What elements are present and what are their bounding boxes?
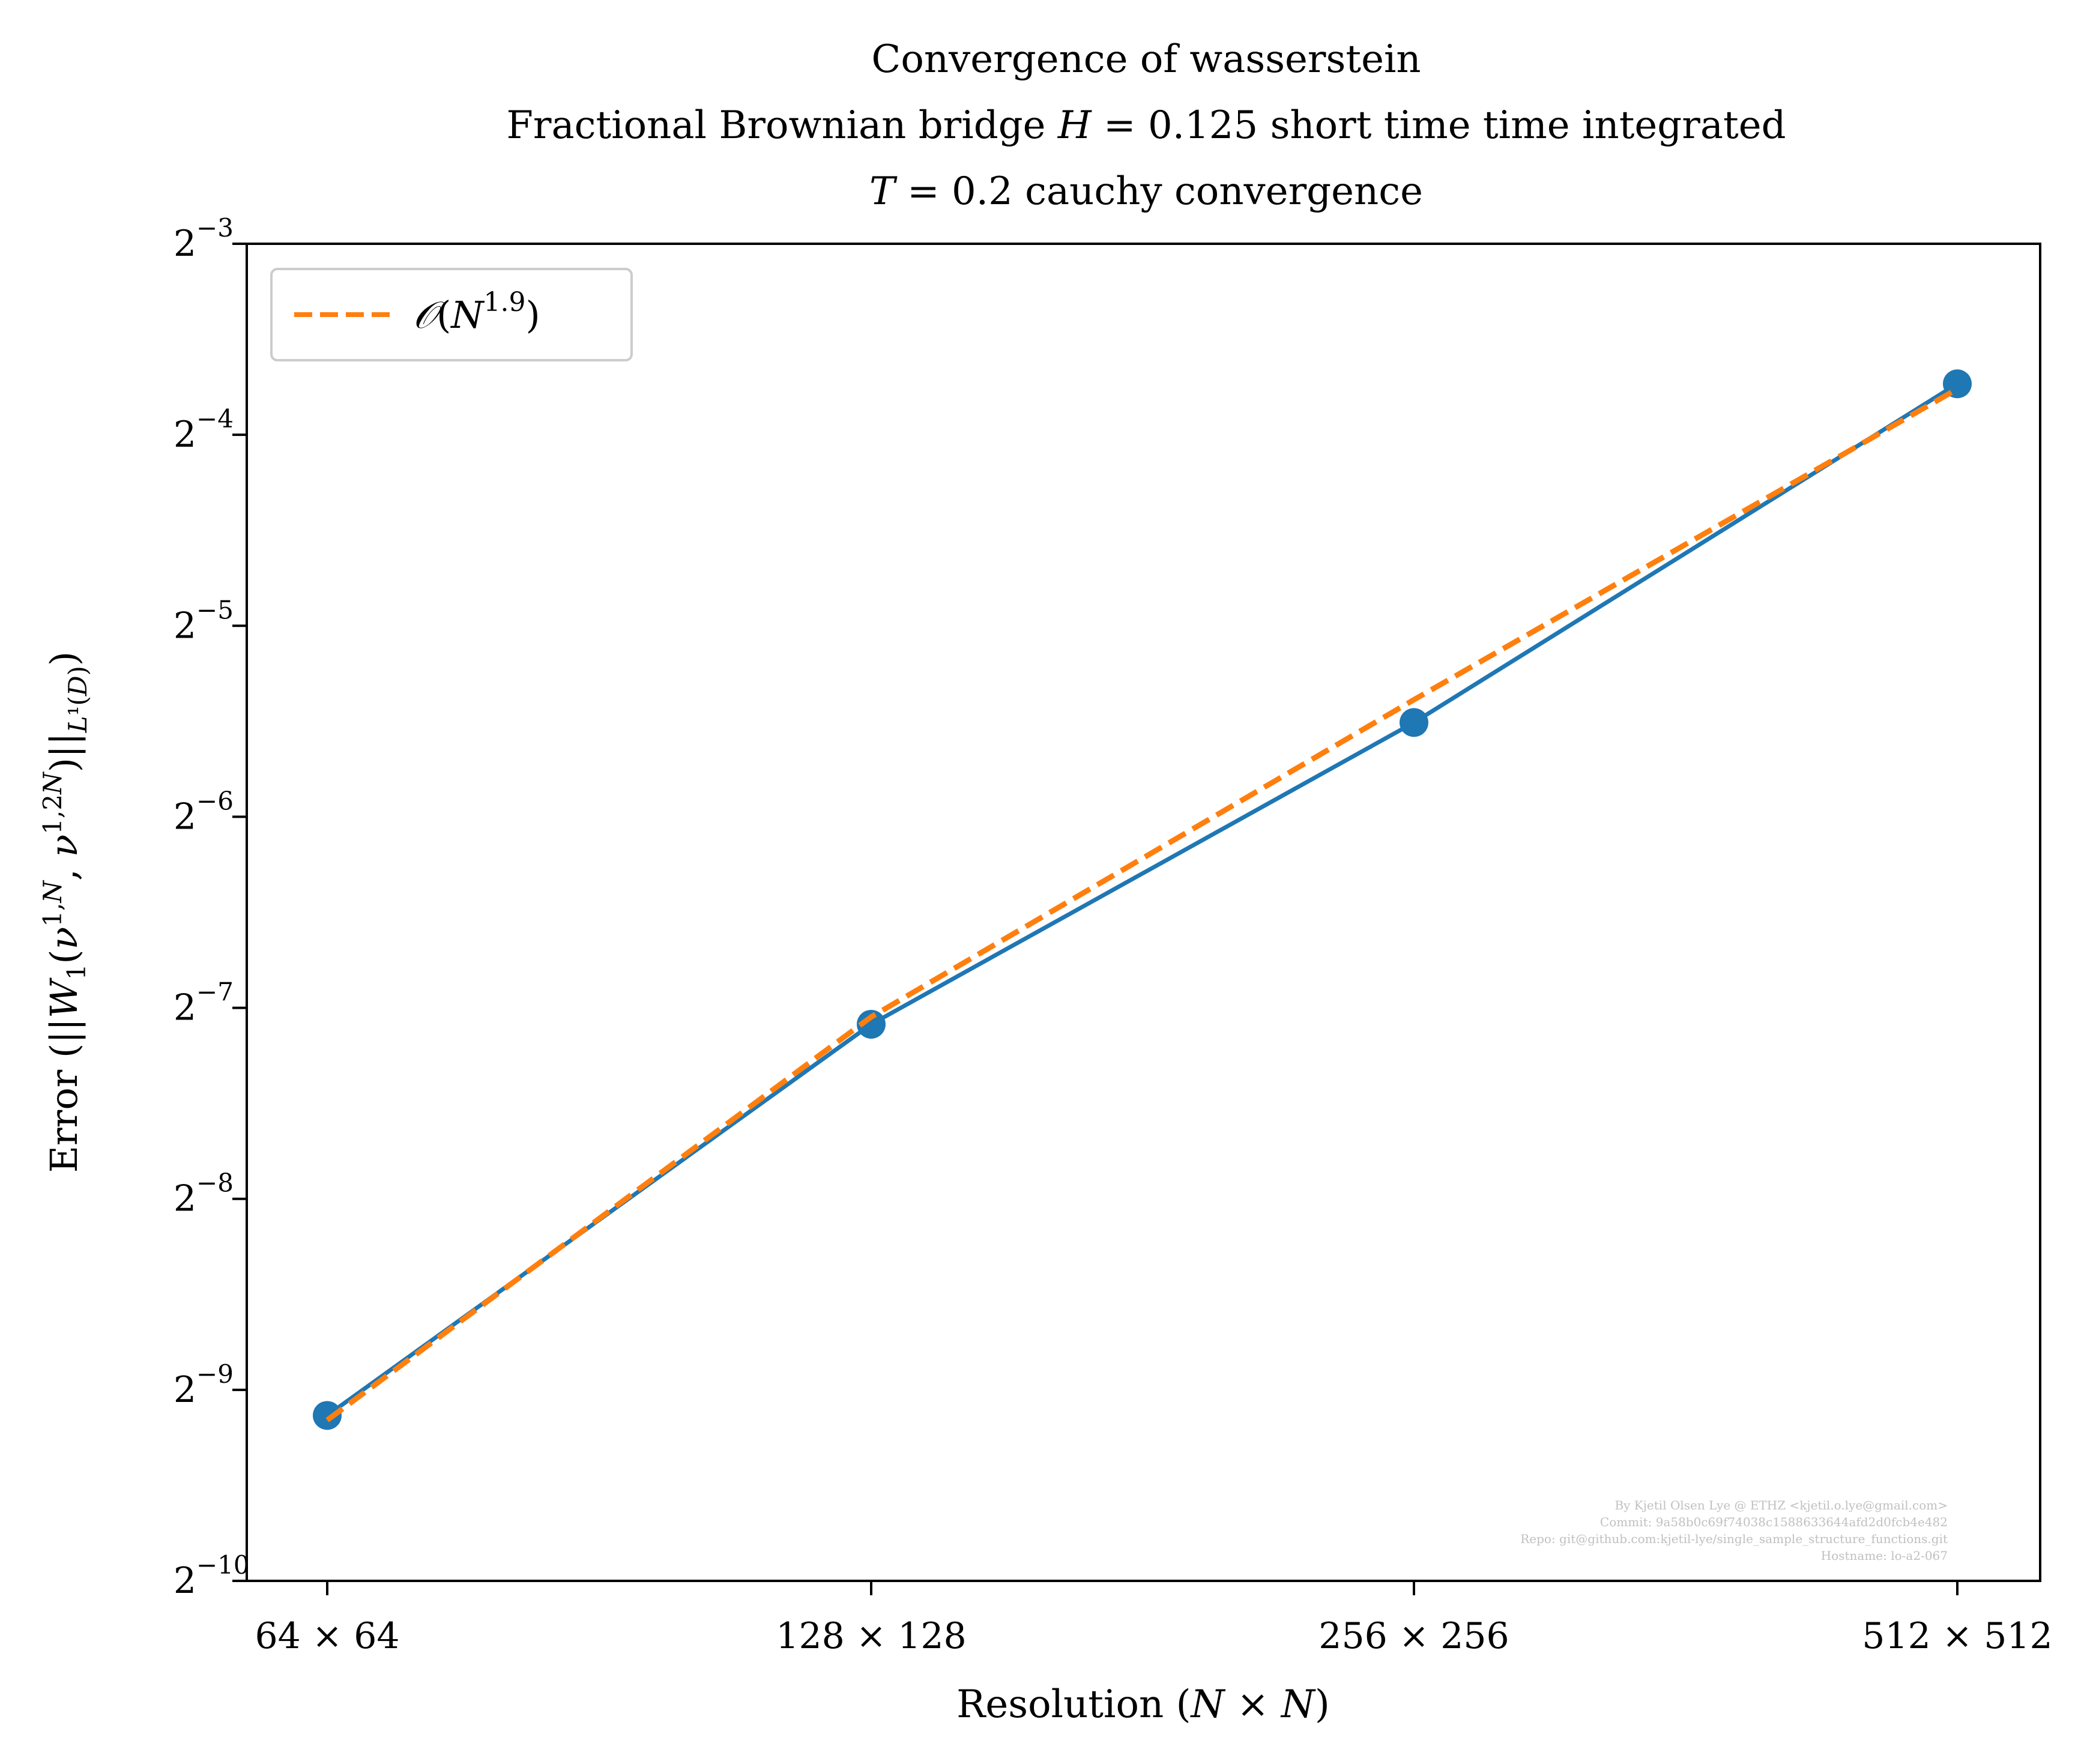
chart-title-line-2: Fractional Brownian bridge H = 0.125 sho…: [506, 103, 1786, 148]
y-tick-label: 2: [174, 414, 196, 456]
y-tick-label: 2: [174, 223, 196, 265]
y-tick-exponent: −8: [196, 1168, 234, 1198]
data-point: [857, 1009, 886, 1039]
reference-line: [325, 386, 1959, 1422]
y-axis-ticks: 2 −32 −42 −52 −62 −72 −82 −92 −10: [174, 213, 250, 1602]
watermark-line-2: Commit: 9a58b0c69f74038c1588633644afd2d0…: [1600, 1515, 1948, 1529]
error-line: [325, 382, 1959, 1418]
plot-area: [246, 243, 2041, 1582]
data-point: [1400, 708, 1428, 737]
legend-box: [270, 268, 633, 361]
series-layer: [313, 369, 1972, 1430]
legend: 𝒪(N1.9): [270, 268, 633, 361]
y-tick-label: 2: [174, 1369, 196, 1411]
y-tick-label: 2: [174, 796, 196, 838]
chart-title: Convergence of wasserstein Fractional Br…: [506, 37, 1786, 214]
x-tick-label: 256 × 256: [1318, 1615, 1509, 1657]
x-tick-label: 64 × 64: [255, 1615, 399, 1657]
x-axis-ticks: 64 × 64 128 × 128 256 × 256 512 × 512: [255, 1581, 2053, 1657]
x-tick-label: 512 × 512: [1862, 1615, 2052, 1657]
y-tick-exponent: −6: [196, 786, 234, 815]
watermark-line-1: By Kjetil Olsen Lye @ ETHZ <kjetil.o.lye…: [1614, 1498, 1948, 1512]
legend-entry-label: 𝒪(N1.9): [413, 287, 540, 337]
y-tick-exponent: −7: [196, 977, 234, 1007]
y-tick-exponent: −9: [196, 1359, 234, 1389]
watermark-line-4: Hostname: lo-a2-067: [1821, 1548, 1948, 1563]
data-point: [313, 1401, 342, 1430]
watermark: By Kjetil Olsen Lye @ ETHZ <kjetil.o.lye…: [1520, 1498, 1948, 1563]
x-tick-label: 128 × 128: [776, 1615, 966, 1657]
y-tick-exponent: −10: [196, 1550, 250, 1580]
chart-title-line-1: Convergence of wasserstein: [871, 37, 1421, 82]
y-tick-exponent: −3: [196, 213, 234, 243]
x-axis-label: Resolution (N × N): [956, 1682, 1330, 1727]
y-tick-label: 2: [174, 987, 196, 1029]
y-tick-label: 2: [174, 1178, 196, 1220]
y-tick-exponent: −4: [196, 404, 234, 433]
y-tick-label: 2: [174, 1560, 196, 1602]
y-tick-exponent: −5: [196, 595, 234, 624]
watermark-line-3: Repo: git@github.com:kjetil-lye/single_s…: [1520, 1532, 1948, 1546]
y-tick-label: 2: [174, 605, 196, 647]
chart-title-line-3: T = 0.2 cauchy convergence: [869, 169, 1423, 214]
y-axis-label: Error (||W1(ν1,N, ν1,2N)||L¹(D)): [38, 651, 92, 1173]
